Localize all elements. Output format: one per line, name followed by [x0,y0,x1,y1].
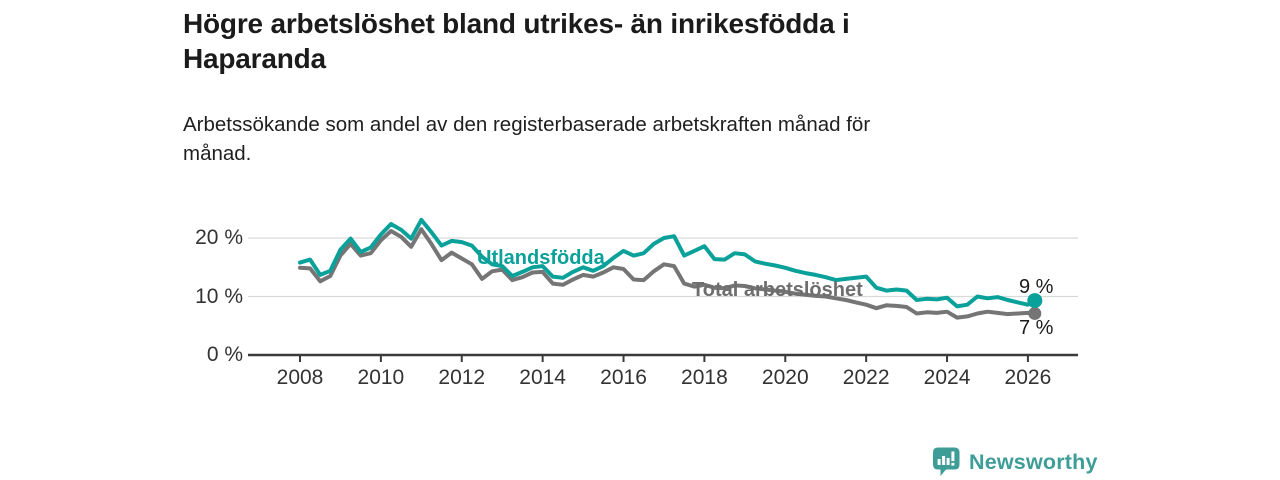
chart-subtitle: Arbetssökande som andel av den registerb… [183,110,1043,168]
x-tick-label: 2020 [761,366,809,389]
series-label-total-arbetsloshet: Total arbetslöshet [692,279,863,301]
x-tick-label: 2012 [438,366,486,389]
newsworthy-wordmark: Newsworthy [969,449,1098,474]
y-tick-label: 20 % [195,226,243,249]
page-title: Högre arbetslöshet bland utrikes- än inr… [183,6,983,76]
chart-subtitle-line1: Arbetssökande som andel av den registerb… [183,113,871,136]
x-tick-label: 2018 [681,366,728,389]
series-label-utlandsfodda: Utlandsfödda [477,247,605,269]
x-tick-label: 2014 [519,366,566,389]
end-dot [1027,293,1043,309]
page-title-line2: Haparanda [183,43,326,74]
end-dot [1028,306,1042,320]
end-value-label-utlandsfodda: 9 % [1019,276,1054,298]
line-utlandsf-dda [298,217,1037,309]
x-tick-label: 2010 [357,366,405,389]
x-tick-label: 2022 [842,366,890,389]
newsworthy-logo-icon [933,447,960,476]
y-tick-label: 0 % [206,343,243,366]
chart-subtitle-line2: månad. [183,142,252,165]
page-title-line1: Högre arbetslöshet bland utrikes- än inr… [183,8,850,39]
newsworthy-logo[interactable]: Newsworthy [933,446,1098,478]
x-tick-label: 2008 [276,366,324,389]
end-value-label-total: 7 % [1019,317,1054,339]
y-tick-label: 10 % [195,284,243,308]
x-tick-label: 2026 [1004,366,1052,389]
x-tick-label: 2024 [923,366,971,389]
x-tick-label: 2016 [600,366,647,389]
line-total-arbetsl-shet [298,227,1037,320]
